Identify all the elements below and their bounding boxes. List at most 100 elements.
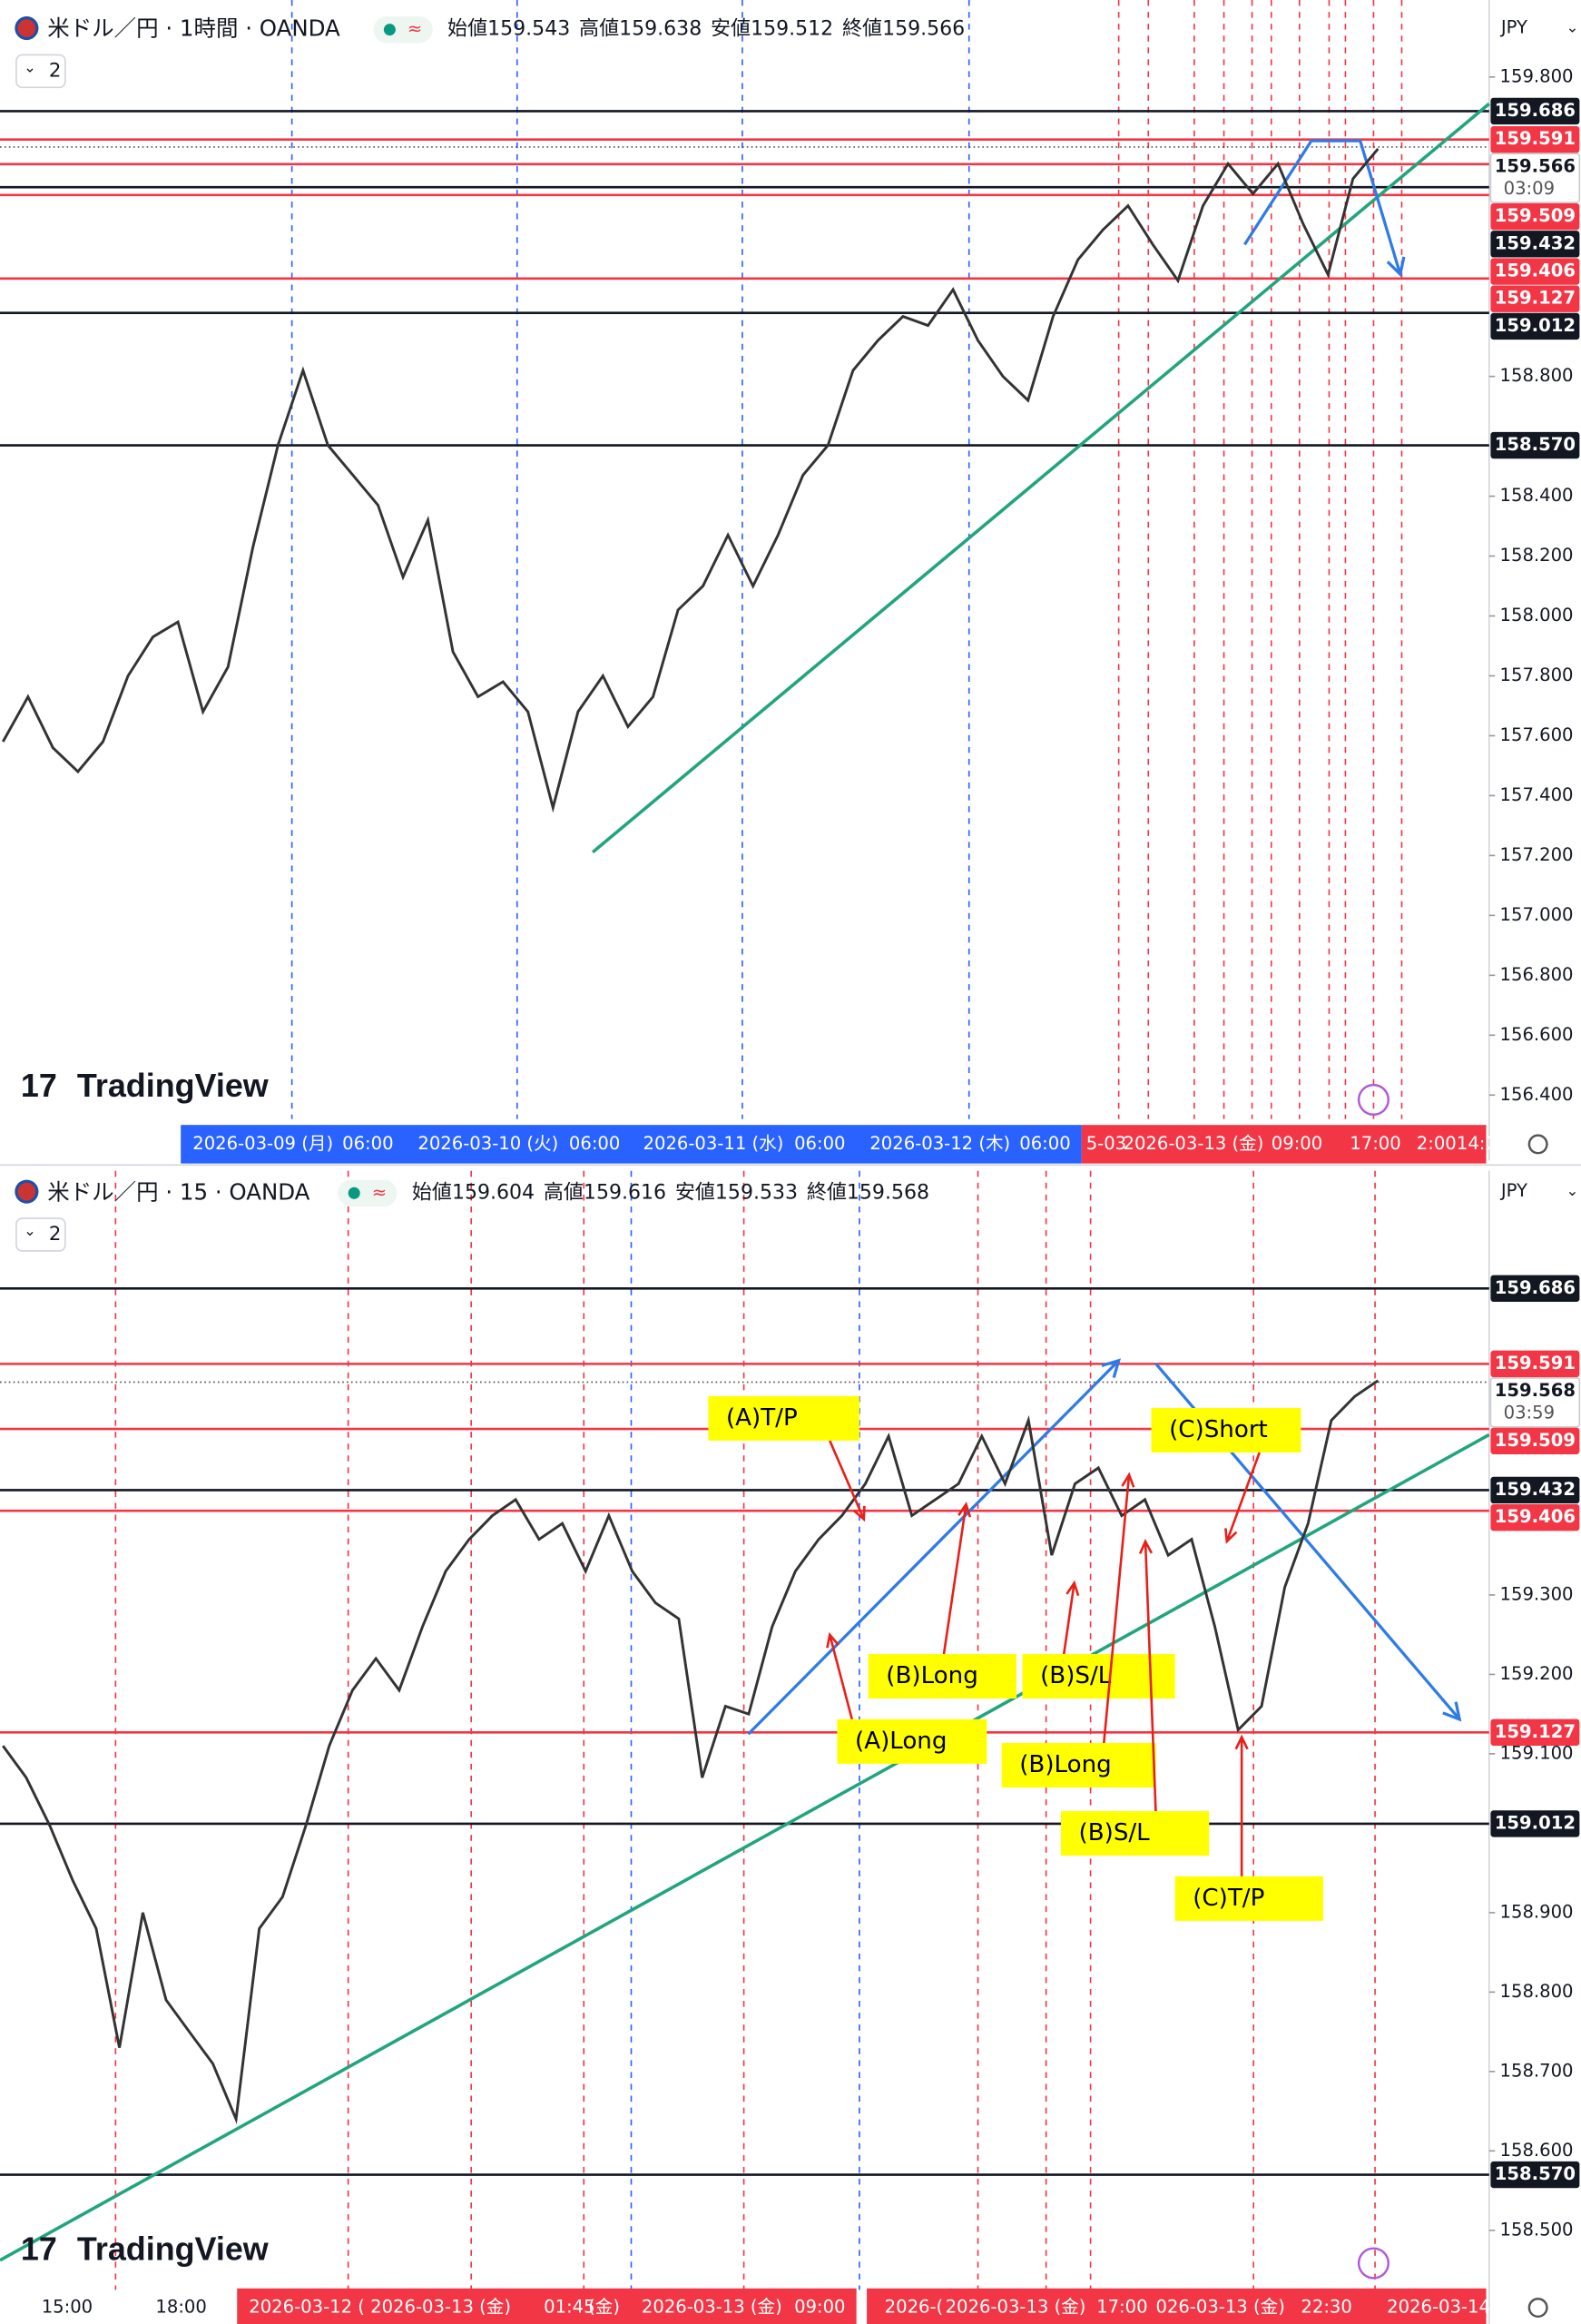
symbol-flag	[15, 15, 39, 41]
x-tick-label: 2026-03-13 (金)	[642, 2297, 782, 2318]
price-line-label: 159.566	[1495, 155, 1576, 176]
annotation-arrow	[829, 1440, 866, 1520]
y-tick-label: 158.000	[1500, 605, 1574, 625]
x-tick-label: 2026-(	[885, 2297, 944, 2318]
price-line-label-box	[1490, 1350, 1580, 1378]
x-tick-label: 22:30	[1301, 2297, 1351, 2318]
annotation-arrow	[829, 1634, 854, 1720]
x-tick-label: 2026-03-13 (金)	[946, 2297, 1086, 2318]
ohlc-label: 高値	[544, 1181, 584, 1204]
time-axis-highlight	[237, 2288, 857, 2324]
annotation-arrow	[942, 1503, 967, 1655]
currency-caret: ⌄	[1566, 19, 1579, 36]
arrow-head	[1442, 1701, 1462, 1722]
ohlc-value: 159.604	[452, 1181, 535, 1204]
annotation-label: (B)Long	[1019, 1751, 1111, 1778]
price-line-label: 159.406	[1495, 1506, 1576, 1527]
annotation-label: (B)S/L	[1040, 1662, 1112, 1689]
annotation-box	[1001, 1742, 1156, 1787]
price-line-label-box	[1489, 153, 1581, 203]
ohlc-value: 159.543	[487, 18, 570, 41]
countdown: 03:09	[1504, 178, 1555, 199]
price-line-series	[2, 1379, 1380, 2125]
ohlc-value: 159.616	[584, 1181, 666, 1204]
price-line-label-box	[1490, 312, 1580, 340]
symbol-flag	[15, 1179, 39, 1204]
x-tick-label: 06:00	[342, 1133, 393, 1154]
annotation-arrow-head	[1121, 1472, 1135, 1488]
ohlc-label: 高値	[579, 18, 619, 41]
price-line-label: 158.570	[1495, 434, 1576, 455]
price-line-label-box	[1490, 1503, 1580, 1531]
brand: TradingView	[77, 2230, 269, 2267]
y-tick-label: 158.400	[1500, 485, 1574, 506]
indicator-caret: ⌄	[24, 1222, 36, 1239]
annotation-box	[868, 1654, 1016, 1699]
y-tick-label: 156.800	[1500, 964, 1574, 985]
indicator-toggle[interactable]	[15, 1217, 66, 1252]
annotation-arrow	[1102, 1474, 1131, 1744]
price-line-label: 159.012	[1495, 1812, 1576, 1833]
y-tick-label: 157.000	[1500, 904, 1574, 925]
price-line-label-box	[1490, 1275, 1580, 1302]
status-icon: ≈	[372, 1182, 387, 1203]
brand-logo: 17	[21, 1067, 57, 1104]
price-line-label: 159.591	[1495, 128, 1576, 149]
price-line-label-box	[1490, 1718, 1580, 1746]
time-axis-highlight	[867, 2288, 1487, 2324]
indicator-count: 2	[49, 59, 62, 82]
price-line-label-box	[1490, 231, 1580, 258]
time-axis-highlight	[181, 1125, 1082, 1164]
x-tick-label: 06:00	[569, 1133, 620, 1154]
ohlc: 始値159.604 高値159.616 安値159.533 終値159.568	[412, 1181, 929, 1204]
x-tick-label: 09:00	[1272, 1133, 1322, 1154]
ohlc: 始値159.543 高値159.638 安値159.512 終値159.566	[447, 18, 965, 41]
settings-icon[interactable]	[1527, 1134, 1548, 1155]
x-tick-label: 2026-03-12 (	[249, 2297, 365, 2318]
price-line-label-box	[1490, 97, 1580, 125]
annotation-label: (C)Short	[1169, 1416, 1268, 1443]
price-line-label: 159.509	[1495, 205, 1576, 226]
y-tick-label: 158.900	[1500, 1901, 1574, 1922]
indicator-toggle[interactable]	[15, 54, 66, 89]
brand: TradingView	[77, 1067, 269, 1104]
y-tick-label: 156.400	[1500, 1084, 1574, 1105]
x-tick-label: 2026-03-13 (金)	[370, 2297, 511, 2318]
x-tick-label: 2026-03-09 (月)	[192, 1133, 333, 1154]
ohlc-value: 159.533	[715, 1181, 798, 1204]
countdown: 03:59	[1504, 1403, 1555, 1423]
x-tick-label: 2026-03-13 (金)	[1124, 1133, 1264, 1154]
currency: JPY	[1499, 1180, 1527, 1201]
annotation-arrow-head	[1234, 1734, 1249, 1750]
annotation-arrow-head	[826, 1631, 840, 1649]
annotation-arrow-head	[852, 1505, 866, 1522]
ohlc-label: 終値	[807, 1181, 847, 1204]
annotation-box	[837, 1718, 987, 1764]
status-dot	[383, 24, 396, 36]
status-dot	[348, 1187, 360, 1199]
price-line-series	[1, 148, 1380, 813]
indicator-count: 2	[49, 1223, 62, 1246]
price-line-label: 159.509	[1495, 1430, 1576, 1451]
ohlc-value: 159.638	[619, 18, 702, 41]
price-line-label-box	[1489, 1377, 1581, 1428]
annotation-label: (B)S/L	[1079, 1819, 1151, 1846]
annotation-arrow-head	[1138, 1538, 1154, 1554]
x-tick-label: 17:00	[1350, 1133, 1400, 1154]
price-line-label: 159.432	[1495, 232, 1576, 253]
y-tick-label: 157.800	[1500, 665, 1574, 685]
ohlc-label: 安値	[711, 18, 751, 41]
settings-icon[interactable]	[1527, 2297, 1548, 2319]
price-line-label-box	[1490, 2161, 1580, 2189]
price-line-label: 159.127	[1495, 288, 1576, 309]
annotation-label: (A)Long	[855, 1728, 947, 1755]
price-line-label: 159.568	[1495, 1380, 1576, 1401]
price-line-label: 159.127	[1495, 1721, 1576, 1742]
price-line-label: 159.686	[1495, 100, 1576, 121]
x-tick-label: 01:45	[544, 2297, 594, 2318]
x-tick-label: 18:00	[155, 2297, 206, 2318]
y-tick-label: 158.800	[1500, 1981, 1574, 2002]
price-line-label-box	[1490, 431, 1580, 459]
price-line-label-box	[1490, 285, 1580, 312]
